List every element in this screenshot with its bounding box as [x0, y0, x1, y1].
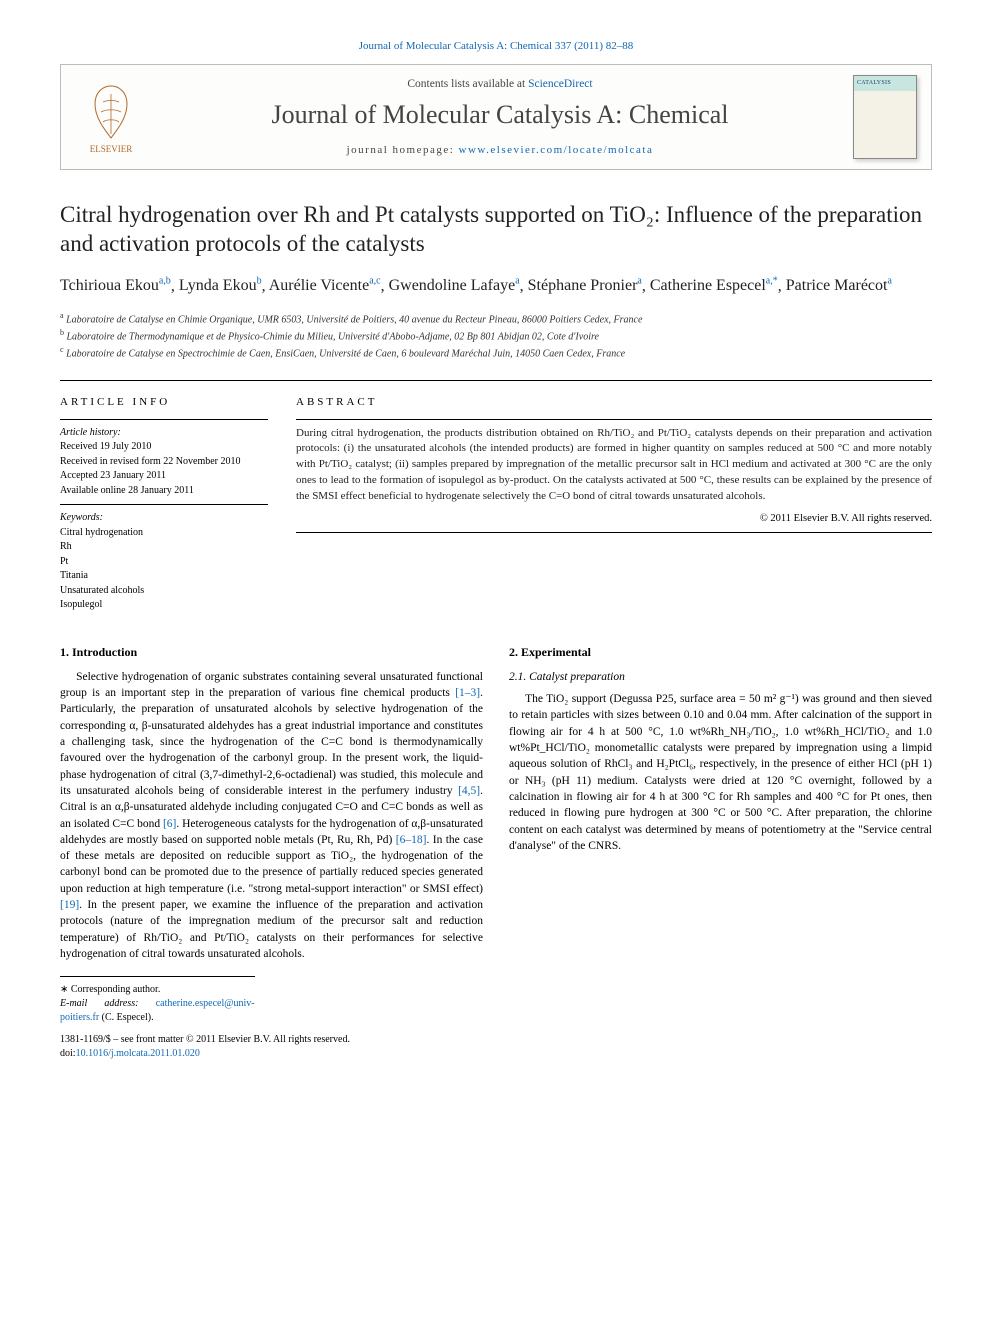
- footnote-block: ∗ Corresponding author. E-mail address: …: [60, 976, 255, 1025]
- citation-link[interactable]: [19]: [60, 899, 79, 911]
- bottom-meta: 1381-1169/$ – see front matter © 2011 El…: [60, 1033, 483, 1061]
- paragraph: The TiO₂ support (Degussa P25, surface a…: [509, 691, 932, 854]
- divider: [60, 504, 268, 505]
- corresponding-author-label: ∗ Corresponding author.: [60, 983, 255, 997]
- abstract-copyright: © 2011 Elsevier B.V. All rights reserved…: [296, 511, 932, 526]
- keyword: Isopulegol: [60, 598, 268, 613]
- author: Patrice Marécota: [786, 277, 892, 294]
- divider: [296, 419, 932, 420]
- page: Journal of Molecular Catalysis A: Chemic…: [0, 0, 992, 1101]
- keyword: Citral hydrogenation: [60, 526, 268, 541]
- abstract-text: During citral hydrogenation, the product…: [296, 426, 932, 506]
- email-line: E-mail address: catherine.especel@univ-p…: [60, 997, 255, 1025]
- abstract-heading: ABSTRACT: [296, 395, 932, 411]
- homepage-prefix: journal homepage:: [347, 144, 459, 156]
- section-2-heading: 2. Experimental: [509, 644, 932, 661]
- abstract-column: ABSTRACT During citral hydrogenation, th…: [296, 395, 932, 613]
- sciencedirect-link[interactable]: ScienceDirect: [528, 78, 593, 90]
- affiliations: a Laboratoire de Catalyse en Chimie Orga…: [60, 310, 932, 362]
- divider: [60, 419, 268, 420]
- info-abstract-row: ARTICLE INFO Article history: Received 1…: [60, 395, 932, 613]
- front-matter-copyright: 1381-1169/$ – see front matter © 2011 El…: [60, 1033, 483, 1047]
- citation-link[interactable]: [1–3]: [455, 687, 480, 699]
- keyword: Titania: [60, 569, 268, 584]
- history-label: Article history:: [60, 426, 268, 441]
- history-item: Available online 28 January 2011: [60, 484, 268, 499]
- paragraph: Selective hydrogenation of organic subst…: [60, 669, 483, 963]
- homepage-url[interactable]: www.elsevier.com/locate/molcata: [459, 144, 654, 156]
- author: Stéphane Proniera: [528, 277, 642, 294]
- affiliation: c Laboratoire de Catalyse en Spectrochim…: [60, 344, 932, 361]
- svg-text:ELSEVIER: ELSEVIER: [90, 144, 133, 154]
- keyword: Pt: [60, 555, 268, 570]
- section-1-heading: 1. Introduction: [60, 644, 483, 661]
- doi-line: doi:10.1016/j.molcata.2011.01.020: [60, 1047, 483, 1061]
- divider: [60, 380, 932, 381]
- journal-header-box: ELSEVIER Contents lists available at Sci…: [60, 64, 932, 170]
- author: Tchirioua Ekoua,b: [60, 277, 171, 294]
- author: Lynda Ekoub: [179, 277, 262, 294]
- affiliation: b Laboratoire de Thermodynamique et de P…: [60, 327, 932, 344]
- author: Catherine Especela,*: [650, 277, 778, 294]
- keyword: Rh: [60, 540, 268, 555]
- article-title: Citral hydrogenation over Rh and Pt cata…: [60, 200, 932, 259]
- homepage-line: journal homepage: www.elsevier.com/locat…: [147, 144, 853, 156]
- affiliation: a Laboratoire de Catalyse en Chimie Orga…: [60, 310, 932, 327]
- divider: [296, 532, 932, 533]
- history-item: Received 19 July 2010: [60, 440, 268, 455]
- keyword: Unsaturated alcohols: [60, 584, 268, 599]
- journal-cover-thumbnail-icon: [853, 75, 917, 159]
- contents-line: Contents lists available at ScienceDirec…: [147, 78, 853, 90]
- journal-name: Journal of Molecular Catalysis A: Chemic…: [147, 100, 853, 130]
- author: Aurélie Vicentea,c: [269, 277, 381, 294]
- doi-link[interactable]: 10.1016/j.molcata.2011.01.020: [76, 1048, 200, 1059]
- contents-prefix: Contents lists available at: [407, 78, 528, 90]
- citation-link[interactable]: [4,5]: [458, 785, 480, 797]
- authors-list: Tchirioua Ekoua,b, Lynda Ekoub, Aurélie …: [60, 275, 932, 298]
- article-info-heading: ARTICLE INFO: [60, 395, 268, 411]
- section-2-1-heading: 2.1. Catalyst preparation: [509, 669, 932, 685]
- body-columns: 1. Introduction Selective hydrogenation …: [60, 640, 932, 1062]
- header-center: Contents lists available at ScienceDirec…: [147, 78, 853, 156]
- author: Gwendoline Lafayea: [389, 277, 520, 294]
- citation-link[interactable]: [6]: [163, 818, 176, 830]
- elsevier-logo-icon: ELSEVIER: [75, 78, 147, 156]
- journal-citation[interactable]: Journal of Molecular Catalysis A: Chemic…: [60, 40, 932, 52]
- article-info-column: ARTICLE INFO Article history: Received 1…: [60, 395, 268, 613]
- keywords-label: Keywords:: [60, 511, 268, 526]
- history-item: Received in revised form 22 November 201…: [60, 455, 268, 470]
- history-item: Accepted 23 January 2011: [60, 469, 268, 484]
- citation-link[interactable]: [6–18]: [396, 834, 427, 846]
